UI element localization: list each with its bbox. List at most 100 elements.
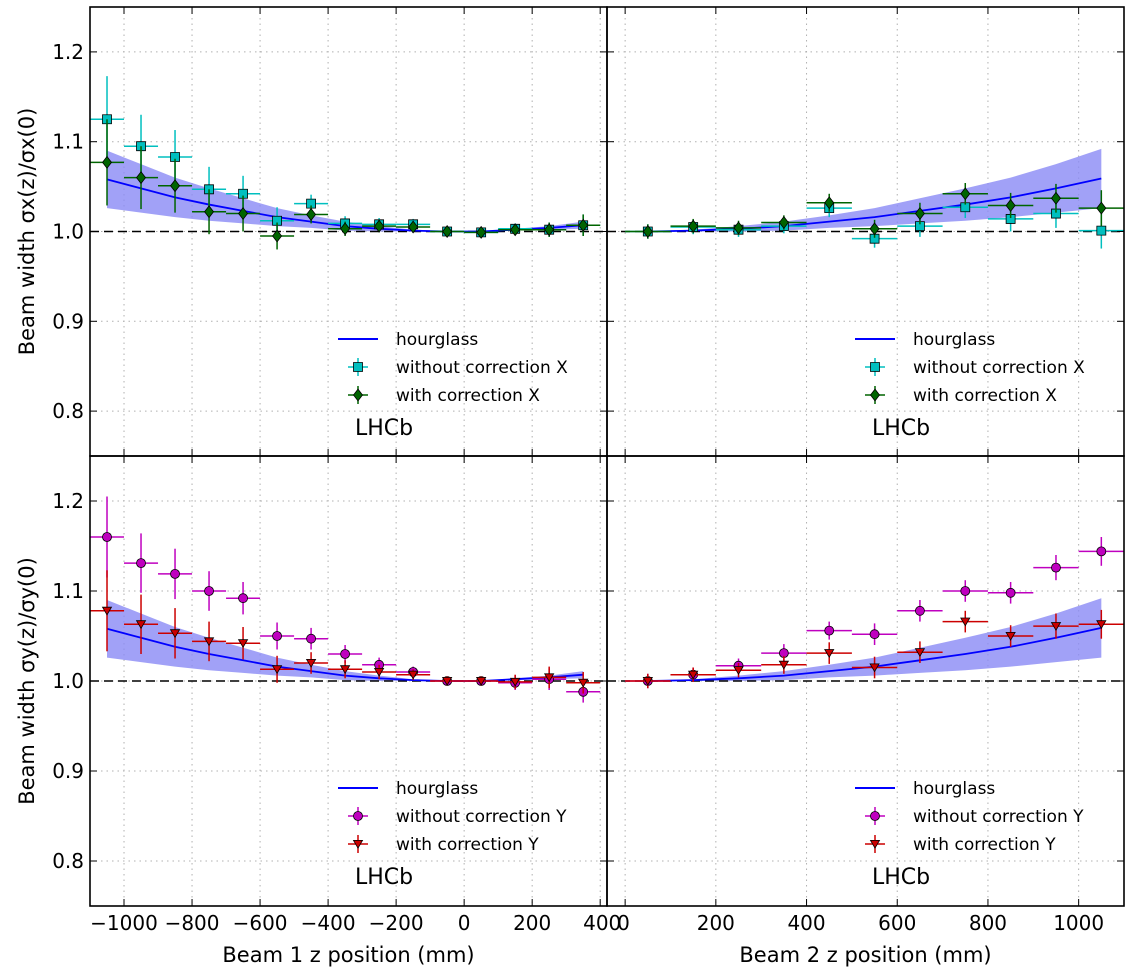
data-point bbox=[192, 189, 227, 235]
marker-triangle-down bbox=[475, 677, 487, 686]
data-point bbox=[328, 221, 363, 236]
data-point bbox=[294, 627, 329, 650]
data-point bbox=[897, 215, 943, 237]
x-tick-label: 200 bbox=[697, 911, 735, 935]
data-point bbox=[625, 224, 671, 239]
marker-circle bbox=[869, 629, 880, 640]
marker-diamond bbox=[1005, 198, 1016, 212]
data-point bbox=[942, 196, 988, 219]
legend-entry: with correction X bbox=[913, 386, 1057, 406]
data-point bbox=[124, 594, 159, 654]
data-point bbox=[942, 183, 988, 205]
legend: hourglass without correction X with correc… bbox=[338, 330, 568, 406]
data-point bbox=[294, 205, 329, 224]
data-point bbox=[851, 623, 898, 645]
data-point bbox=[192, 621, 227, 662]
marker-diamond bbox=[824, 196, 835, 210]
marker-diamond bbox=[442, 224, 453, 239]
x-tick-label: −1000 bbox=[90, 911, 158, 935]
lhcb-label: LHCb bbox=[355, 865, 413, 890]
y-tick-label: 1.2 bbox=[52, 40, 84, 64]
data-point bbox=[464, 225, 499, 239]
data-point bbox=[897, 202, 943, 225]
marker-diamond bbox=[688, 219, 699, 233]
y-tick-label: 0.9 bbox=[52, 759, 84, 783]
x-tick-label: 1000 bbox=[1053, 911, 1104, 935]
y-tick-label: 1.0 bbox=[52, 669, 84, 693]
data-point bbox=[1033, 183, 1079, 213]
data-point bbox=[1033, 613, 1079, 639]
marker-circle bbox=[824, 625, 835, 636]
marker-diamond bbox=[204, 205, 215, 219]
panel-top-left: hourglass without correction X with correc… bbox=[52, 6, 608, 457]
y-tick-label: 1.2 bbox=[52, 489, 84, 513]
data-point bbox=[158, 548, 193, 600]
marker-circle bbox=[102, 532, 112, 542]
legend-entry: hourglass bbox=[913, 330, 995, 350]
panel-bottom-left: hourglass without correction Y with correc… bbox=[52, 455, 621, 935]
marker-square bbox=[238, 188, 248, 199]
marker-circle bbox=[204, 586, 214, 596]
data-point bbox=[625, 673, 671, 689]
marker-circle bbox=[306, 633, 316, 644]
marker-diamond bbox=[1096, 201, 1107, 215]
marker-square bbox=[272, 215, 282, 226]
marker-circle bbox=[1005, 587, 1016, 598]
marker-triangle-down bbox=[135, 620, 147, 630]
data-point bbox=[498, 223, 533, 237]
legend-entry: without correction Y bbox=[913, 807, 1084, 827]
marker-circle bbox=[1096, 546, 1107, 557]
data-point bbox=[464, 676, 499, 686]
data-point bbox=[260, 622, 295, 650]
data-point bbox=[987, 625, 1034, 647]
data-point bbox=[158, 158, 193, 213]
marker-square bbox=[306, 198, 316, 209]
x-tick-label: 400 bbox=[583, 911, 621, 935]
marker-triangle-down bbox=[1050, 622, 1062, 631]
data-point bbox=[532, 222, 567, 237]
marker-diamond bbox=[869, 222, 880, 236]
marker-circle bbox=[340, 649, 350, 659]
data-point bbox=[715, 663, 762, 678]
marker-triangle-down bbox=[824, 649, 835, 658]
data-point bbox=[362, 219, 397, 233]
data-point bbox=[897, 641, 943, 663]
y-axis-label-top: Beam width σx(z)/σx(0) bbox=[15, 108, 39, 356]
data-point bbox=[566, 672, 601, 694]
marker-triangle-down bbox=[339, 665, 351, 675]
legend-entry: hourglass bbox=[396, 779, 478, 799]
marker-triangle-down bbox=[687, 670, 699, 680]
marker-square bbox=[1096, 225, 1107, 236]
marker-diamond bbox=[960, 187, 971, 201]
marker-square bbox=[170, 152, 180, 162]
hourglass-band bbox=[647, 148, 1102, 232]
data-point bbox=[396, 220, 431, 234]
lhcb-label: LHCb bbox=[355, 416, 413, 441]
data-point bbox=[1078, 212, 1124, 249]
data-point bbox=[362, 664, 397, 680]
marker-circle bbox=[960, 586, 971, 596]
legend: hourglass without correction Y with correc… bbox=[855, 779, 1084, 855]
panel-bottom-right: hourglass without correction Y with correc… bbox=[606, 455, 1125, 935]
data-point bbox=[670, 218, 716, 234]
x-tick-label: 600 bbox=[878, 911, 916, 935]
data-point bbox=[897, 600, 943, 622]
legend-entry: without correction Y bbox=[396, 807, 567, 827]
marker-circle bbox=[1051, 562, 1061, 573]
data-point bbox=[396, 669, 431, 681]
panel-top-right: hourglass without correction X with correc… bbox=[606, 6, 1125, 457]
legend-marker bbox=[352, 840, 364, 849]
data-point bbox=[260, 222, 295, 250]
marker-square bbox=[1051, 208, 1061, 219]
marker-diamond bbox=[102, 155, 113, 169]
y-tick-label: 0.9 bbox=[52, 309, 84, 333]
data-point bbox=[124, 533, 159, 593]
marker-diamond bbox=[340, 222, 351, 236]
legend-marker bbox=[870, 362, 880, 372]
x-tick-label: −600 bbox=[233, 911, 288, 935]
data-point bbox=[328, 645, 363, 663]
marker-diamond bbox=[914, 207, 925, 221]
data-point bbox=[158, 608, 193, 659]
marker-circle bbox=[272, 631, 282, 641]
